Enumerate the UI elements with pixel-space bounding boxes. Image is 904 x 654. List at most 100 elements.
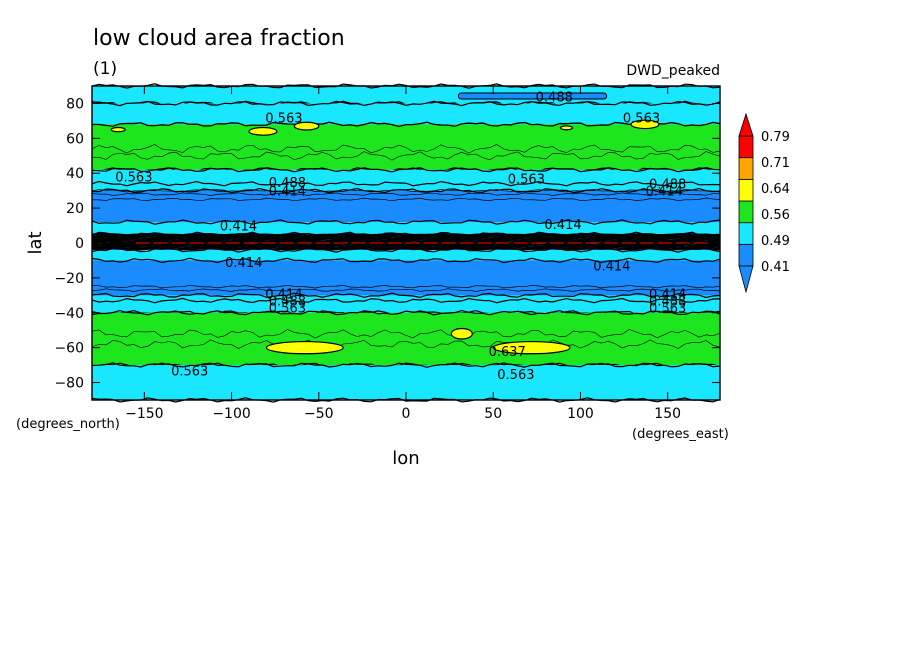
y-tick-label: 0: [75, 236, 84, 252]
contour-label: 0.563: [649, 302, 686, 317]
contour-line: [91, 292, 721, 299]
contour-line: [91, 362, 721, 368]
x-tick-label: 0: [402, 406, 411, 422]
y-axis-label: lat: [25, 231, 46, 254]
contour-line: [91, 232, 721, 236]
contour-line: [91, 166, 721, 173]
high-value-patch: [110, 126, 126, 133]
contour-label: 0.488: [269, 295, 306, 310]
contour-label: 0.488: [269, 176, 306, 191]
contour-line: [92, 247, 721, 251]
colorbar-segment: [738, 178, 754, 202]
plot-area: [91, 83, 721, 403]
x-tick-label: −50: [304, 406, 334, 422]
contour-line: [91, 288, 721, 292]
contour-label: 0.563: [265, 111, 302, 126]
colorbar-segment: [738, 200, 754, 224]
x-tick-label: 100: [567, 406, 594, 422]
contour-label: 0.414: [225, 256, 262, 271]
contour-line: [91, 240, 721, 244]
contour-line: [91, 329, 721, 339]
contour-label: 0.414: [220, 220, 257, 235]
contour-line: [91, 257, 721, 264]
colorbar-level-label: 0.41: [761, 260, 790, 275]
y-tick-label: −40: [54, 306, 84, 322]
contour-line: [91, 192, 721, 196]
contour-label: 0.488: [649, 295, 686, 310]
contour-line: [91, 188, 721, 193]
contour-line: [91, 284, 721, 289]
high-value-patch: [559, 125, 574, 131]
contour-line: [91, 219, 721, 225]
dataset-label: DWD_peaked: [626, 63, 720, 79]
contour-line: [91, 197, 721, 202]
value-band: [92, 190, 720, 223]
high-value-patch: [492, 340, 571, 355]
contour-line: [92, 237, 721, 241]
value-band: [92, 312, 720, 366]
contour-label: 0.414: [593, 260, 630, 275]
y-tick-label: −20: [54, 271, 84, 287]
y-tick-label: −60: [54, 341, 84, 357]
contour-line: [91, 297, 721, 304]
high-value-patch: [248, 126, 278, 136]
value-band: [92, 103, 720, 125]
contour-line: [91, 339, 721, 349]
contour-label: 0.563: [269, 302, 306, 317]
contour-line: [91, 187, 720, 194]
contour-label: 0.563: [171, 364, 208, 379]
y-tick-label: 60: [66, 131, 84, 147]
colorbar-level-label: 0.79: [761, 130, 790, 145]
contour-line: [91, 309, 721, 316]
equatorial-band: [91, 232, 721, 251]
high-value-patch: [630, 119, 660, 130]
colorbar-segment: [738, 157, 754, 180]
y-tick-label: 40: [66, 166, 84, 182]
low-value-patch: [457, 92, 608, 100]
chart-title: low cloud area fraction: [93, 26, 345, 51]
contour-label: 0.563: [497, 368, 534, 383]
colorbar: 0.41 0.49 0.56 0.64 0.71 0.79: [738, 112, 790, 294]
colorbar-segment: [738, 243, 754, 267]
x-tick-label: −150: [125, 406, 163, 422]
chart-subtitle: (1): [93, 59, 117, 79]
high-value-patch: [450, 327, 473, 340]
contour-label: 0.488: [649, 178, 686, 193]
y-tick-label: 80: [66, 96, 84, 112]
x-tick-label: 150: [654, 406, 681, 422]
colorbar-over-arrow: [738, 112, 754, 137]
y-tick-label: 20: [66, 201, 84, 217]
contour-label: 0.414: [646, 185, 683, 200]
colorbar-level-label: 0.49: [761, 234, 790, 249]
contour-label: 0.488: [536, 90, 573, 105]
contour-label: 0.414: [265, 288, 302, 303]
colorbar-segment: [738, 135, 754, 159]
y-units-label: (degrees_north): [16, 417, 120, 432]
value-band: [92, 300, 720, 313]
contour-line: [91, 236, 721, 240]
contour-line: [91, 180, 721, 187]
colorbar-segment: [738, 222, 754, 245]
x-axis-label: lon: [392, 448, 419, 469]
contour-line: [91, 151, 721, 161]
x-tick-label: −100: [212, 406, 250, 422]
colorbar-level-label: 0.56: [761, 208, 790, 223]
contour-line: [91, 100, 721, 107]
contour-label: 0.414: [649, 288, 686, 303]
y-axis: −80 −60 −40 −20 0 20 40 60 80: [54, 96, 720, 392]
colorbar-under-arrow: [738, 265, 754, 294]
colorbar-level-label: 0.71: [761, 156, 790, 171]
value-band: [92, 169, 720, 184]
contour-label: 0.414: [544, 218, 581, 233]
contour-label: 0.637: [489, 345, 526, 360]
x-axis: −150 −100 −50 0 50 100 150: [125, 86, 681, 422]
high-value-patch: [265, 340, 344, 355]
y-tick-label: −80: [54, 376, 84, 392]
contour-line: [91, 246, 721, 250]
contour-label: 0.563: [508, 172, 545, 187]
contour-label: 0.563: [623, 111, 660, 126]
high-value-patch: [293, 121, 320, 131]
contour-label: 0.563: [115, 171, 152, 186]
